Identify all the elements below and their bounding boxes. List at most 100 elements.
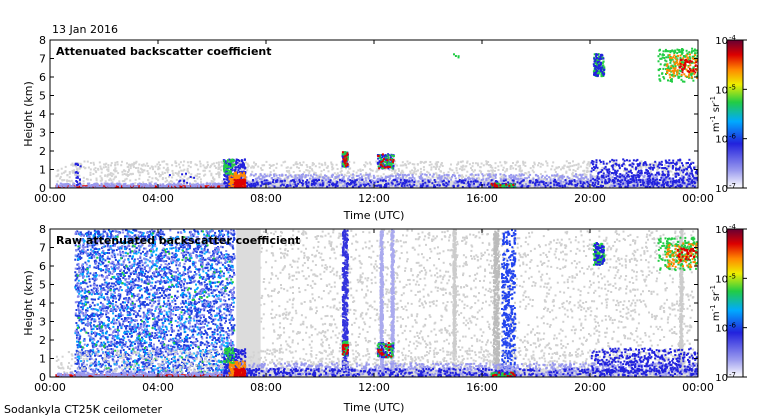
y-tick-label: 2: [39, 334, 46, 347]
y-tick-label: 3: [39, 127, 46, 140]
x-axis-label: Time (UTC): [343, 209, 405, 222]
boundary-blue: [240, 367, 698, 377]
colorbar-tick-exponent: -5: [729, 83, 736, 91]
surface-red: [55, 374, 240, 377]
panel-1: Attenuated backscatter coefficient 0 1 2 3 4 5…: [22, 34, 747, 222]
high-cloud-2-red: [677, 247, 698, 262]
high-cloud-1-blue: [593, 242, 606, 266]
colorbar-gradient: [726, 228, 744, 378]
y-tick-label: 0: [39, 371, 46, 384]
colorbar-tick-exponent: -5: [729, 272, 736, 280]
backscatter-field: [50, 40, 698, 188]
unit-part-unit_exp1: -1: [709, 304, 717, 311]
x-tick-label: 16:00: [466, 381, 498, 394]
y-tick-label: 7: [39, 53, 46, 66]
colorbar-tick-base: 10: [715, 85, 728, 96]
backscatter-field: [50, 229, 698, 377]
y-tick-label: 2: [39, 145, 46, 158]
y-axis-label: Height (km): [22, 270, 35, 336]
instrument-label: Sodankyla CT25K ceilometer: [4, 403, 163, 416]
high-cloud-1-blue: [592, 53, 606, 78]
specks-early: [74, 162, 82, 186]
colorbar-tick-exponent: -4: [729, 34, 737, 42]
y-axis-label: Height (km): [22, 81, 35, 147]
unit-part-unit_prefix: m: [711, 311, 722, 321]
x-tick-label: 04:00: [142, 381, 174, 394]
specks-mid: [168, 172, 196, 184]
y-tick-label: 6: [39, 71, 46, 84]
colorbar-tick-base: 10: [715, 373, 728, 384]
x-tick-label: 16:00: [466, 192, 498, 205]
cell-red-1: [377, 153, 395, 170]
y-tick-label: 6: [39, 260, 46, 273]
x-tick-label: 00:00: [682, 381, 714, 394]
unit-part-unit_exp2: -1: [709, 285, 717, 292]
colorbar-tick-base: 10: [715, 225, 728, 236]
colorbar-tick-exponent: -7: [729, 371, 736, 379]
colorbar: 10-710-610-510 -4m-1 sr-1: [709, 34, 747, 195]
boundary-blue: [239, 178, 696, 188]
morning-green: [223, 347, 235, 364]
late-blue: [590, 158, 698, 185]
y-tick-label: 1: [39, 353, 46, 366]
panel-title: Attenuated backscatter coefficient: [56, 45, 272, 58]
y-tick-label: 7: [39, 242, 46, 255]
y-tick-label: 4: [39, 108, 46, 121]
colorbar-unit: m-1 sr-1: [709, 96, 722, 132]
x-tick-label: 00:00: [682, 192, 714, 205]
unit-part-unit_exp1: -1: [709, 115, 717, 122]
y-tick-label: 5: [39, 90, 46, 103]
unit-part-unit_exp2: -1: [709, 96, 717, 103]
cell-red-1: [377, 342, 393, 358]
streak-4: [390, 229, 395, 373]
colorbar-unit-label: m-1 sr-1: [709, 285, 722, 321]
colorbar-tick-exponent: -6: [729, 322, 737, 330]
morning-red: [233, 178, 247, 188]
unit-part-unit_mid: sr: [711, 291, 722, 304]
colorbar-gradient: [726, 39, 744, 189]
colorbar-unit: m-1 sr-1: [709, 285, 722, 321]
late-blue: [590, 347, 698, 374]
colorbar-tick-base: 10: [715, 184, 728, 195]
unit-part-unit_prefix: m: [711, 122, 722, 132]
x-tick-label: 08:00: [250, 192, 282, 205]
y-axis: 0 1 2 3 4 5 6 7 8: [39, 34, 698, 195]
colorbar: 10-710-610-510 -4m-1 sr-1: [709, 223, 747, 384]
x-tick-label: 04:00: [142, 192, 174, 205]
colorbar-tick-base: 10: [715, 274, 728, 285]
gray-column: [236, 229, 261, 372]
high-cloud-2-red: [678, 58, 698, 74]
x-tick-label: 20:00: [574, 192, 606, 205]
x-tick-label: 12:00: [358, 381, 390, 394]
unit-part-unit_mid: sr: [711, 102, 722, 115]
y-tick-label: 1: [39, 164, 46, 177]
cell-red-0: [341, 151, 349, 168]
x-tick-label: 00:00: [34, 381, 66, 394]
x-axis: 00:00 04:00 08:00 12:00 16:00 20:00 00:00: [34, 40, 714, 205]
colorbar-unit-label: m-1 sr-1: [709, 96, 722, 132]
y-tick-label: 4: [39, 297, 46, 310]
x-axis: 00:00 04:00 08:00 12:00 16:00 20:00 00:00: [34, 229, 714, 394]
colorbar-tick-base: 10: [715, 36, 728, 47]
colorbar-tick-base: 10: [715, 324, 728, 335]
y-tick-label: 5: [39, 279, 46, 292]
x-tick-label: 00:00: [34, 192, 66, 205]
y-tick-label: 8: [39, 223, 46, 236]
x-tick-label: 12:00: [358, 192, 390, 205]
colorbar-tick-base: 10: [715, 135, 728, 146]
panel-2: Raw attenuated backscatter coefficient 0 1…: [22, 223, 747, 414]
colorbar-tick-exponent: -7: [729, 182, 736, 190]
cell-red-0: [341, 343, 349, 356]
cell-red-2: [492, 371, 516, 377]
date-label: 13 Jan 2016: [52, 23, 118, 36]
morning-green: [223, 158, 236, 175]
y-tick-label: 8: [39, 34, 46, 47]
colorbar-tick-exponent: -6: [729, 133, 737, 141]
y-axis: 0 1 2 3 4 5 6 7 8: [39, 223, 698, 384]
panel-title: Raw attenuated backscatter coefficient: [56, 234, 300, 247]
x-tick-label: 08:00: [250, 381, 282, 394]
speck-high: [453, 53, 460, 59]
streak-2: [492, 229, 501, 373]
y-tick-label: 3: [39, 316, 46, 329]
